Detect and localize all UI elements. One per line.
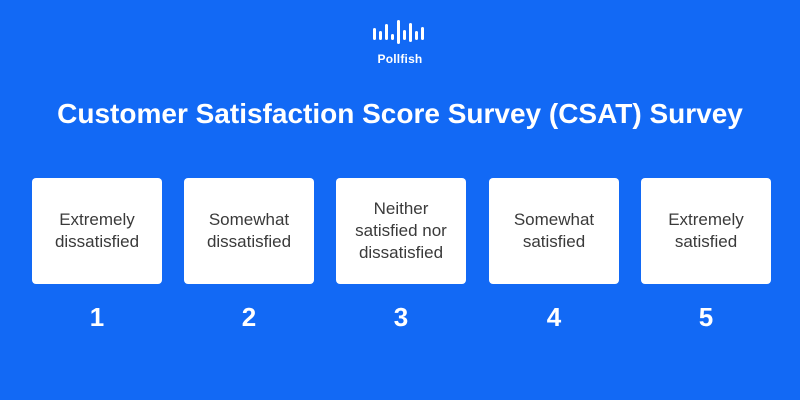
csat-scale: Extremely dissatisfied 1 Somewhat dissat…	[0, 178, 800, 338]
option-1[interactable]: Extremely dissatisfied 1	[32, 178, 162, 333]
option-label: Somewhat satisfied	[513, 210, 595, 251]
option-number: 4	[546, 302, 562, 332]
option-label: Neither satisfied nor dissatisfied	[355, 199, 447, 262]
option-label: Extremely dissatisfied	[54, 210, 140, 251]
pollfish-bars-icon	[373, 20, 424, 44]
option-label: Extremely satisfied	[668, 210, 744, 251]
option-card[interactable]: Extremely satisfied	[641, 178, 771, 284]
option-4[interactable]: Somewhat satisfied 4	[489, 178, 619, 333]
option-card[interactable]: Somewhat dissatisfied	[184, 178, 314, 284]
option-number: 5	[698, 302, 714, 332]
brand-name: Pollfish	[377, 52, 423, 66]
option-card[interactable]: Neither satisfied nor dissatisfied	[336, 178, 466, 284]
brand-logo: Pollfish	[0, 18, 800, 66]
option-number: 3	[393, 302, 409, 332]
page-title: Customer Satisfaction Score Survey (CSAT…	[57, 98, 743, 129]
option-2[interactable]: Somewhat dissatisfied 2	[184, 178, 314, 333]
option-card[interactable]: Extremely dissatisfied	[32, 178, 162, 284]
option-number: 2	[241, 302, 257, 332]
option-card[interactable]: Somewhat satisfied	[489, 178, 619, 284]
option-5[interactable]: Extremely satisfied 5	[641, 178, 771, 333]
option-label: Somewhat dissatisfied	[206, 210, 292, 251]
option-3[interactable]: Neither satisfied nor dissatisfied 3	[336, 178, 466, 333]
option-number: 1	[89, 302, 105, 332]
